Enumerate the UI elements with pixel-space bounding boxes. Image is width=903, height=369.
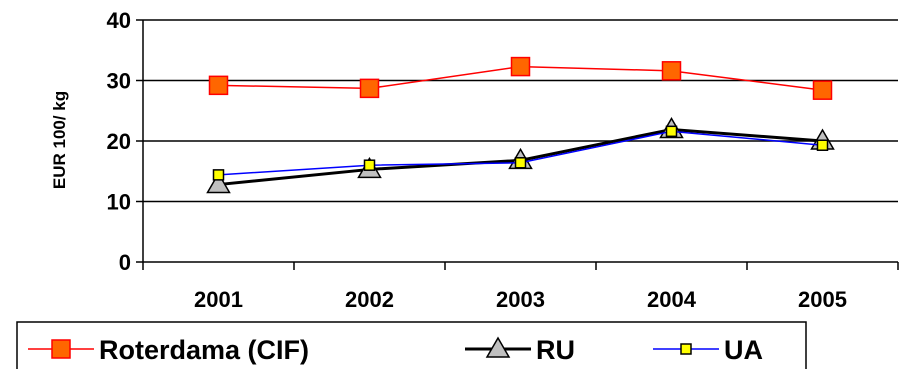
- data-point: [208, 75, 229, 96]
- y-tick-label: 10: [107, 190, 131, 215]
- x-tick-label: 2005: [798, 287, 847, 312]
- legend-marker: [485, 336, 511, 358]
- legend-label: UA: [724, 335, 763, 365]
- legend-marker: [680, 343, 692, 355]
- x-tick-label: 2001: [194, 287, 243, 312]
- data-point: [212, 169, 225, 181]
- y-tick-label: 30: [107, 69, 131, 94]
- legend-label: Roterdama (CIF): [99, 335, 309, 365]
- x-tick-label: 2002: [345, 287, 394, 312]
- x-tick-label: 2004: [647, 287, 697, 312]
- series-lines: [206, 56, 835, 194]
- y-tick-label: 20: [107, 129, 131, 154]
- legend-box: [16, 321, 807, 369]
- data-point: [816, 139, 829, 151]
- y-tick-label: 40: [107, 8, 131, 33]
- legend-label: RU: [536, 335, 575, 365]
- data-point: [514, 157, 527, 169]
- legend-entry: Roterdama (CIF): [28, 335, 309, 365]
- data-point: [665, 125, 678, 138]
- series-1: [206, 117, 835, 194]
- series-0: [208, 56, 833, 100]
- gridlines: [143, 19, 898, 203]
- data-point: [206, 172, 231, 194]
- axes: [136, 19, 899, 270]
- y-axis-title: EUR 100/ kg: [50, 91, 69, 189]
- legend-items: Roterdama (CIF) RU UA: [28, 335, 763, 365]
- data-point: [359, 78, 380, 99]
- legend: Roterdama (CIF) RU UA: [16, 321, 807, 369]
- data-point: [661, 61, 682, 81]
- data-point: [363, 159, 376, 171]
- data-point: [510, 56, 531, 77]
- x-tick-label: 2003: [496, 287, 545, 312]
- y-tick-label: 0: [119, 250, 131, 275]
- legend-marker: [51, 339, 71, 359]
- series-2: [212, 125, 829, 181]
- legend-entry: UA: [653, 335, 763, 365]
- data-point: [812, 80, 833, 100]
- x-tick-labels: 2001 2002 2003 2004 2005: [194, 287, 847, 312]
- y-tick-labels: 0 10 20 30 40: [107, 8, 131, 275]
- legend-entry: RU: [465, 335, 575, 365]
